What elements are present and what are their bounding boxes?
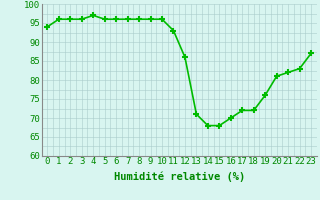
X-axis label: Humidité relative (%): Humidité relative (%) <box>114 172 245 182</box>
